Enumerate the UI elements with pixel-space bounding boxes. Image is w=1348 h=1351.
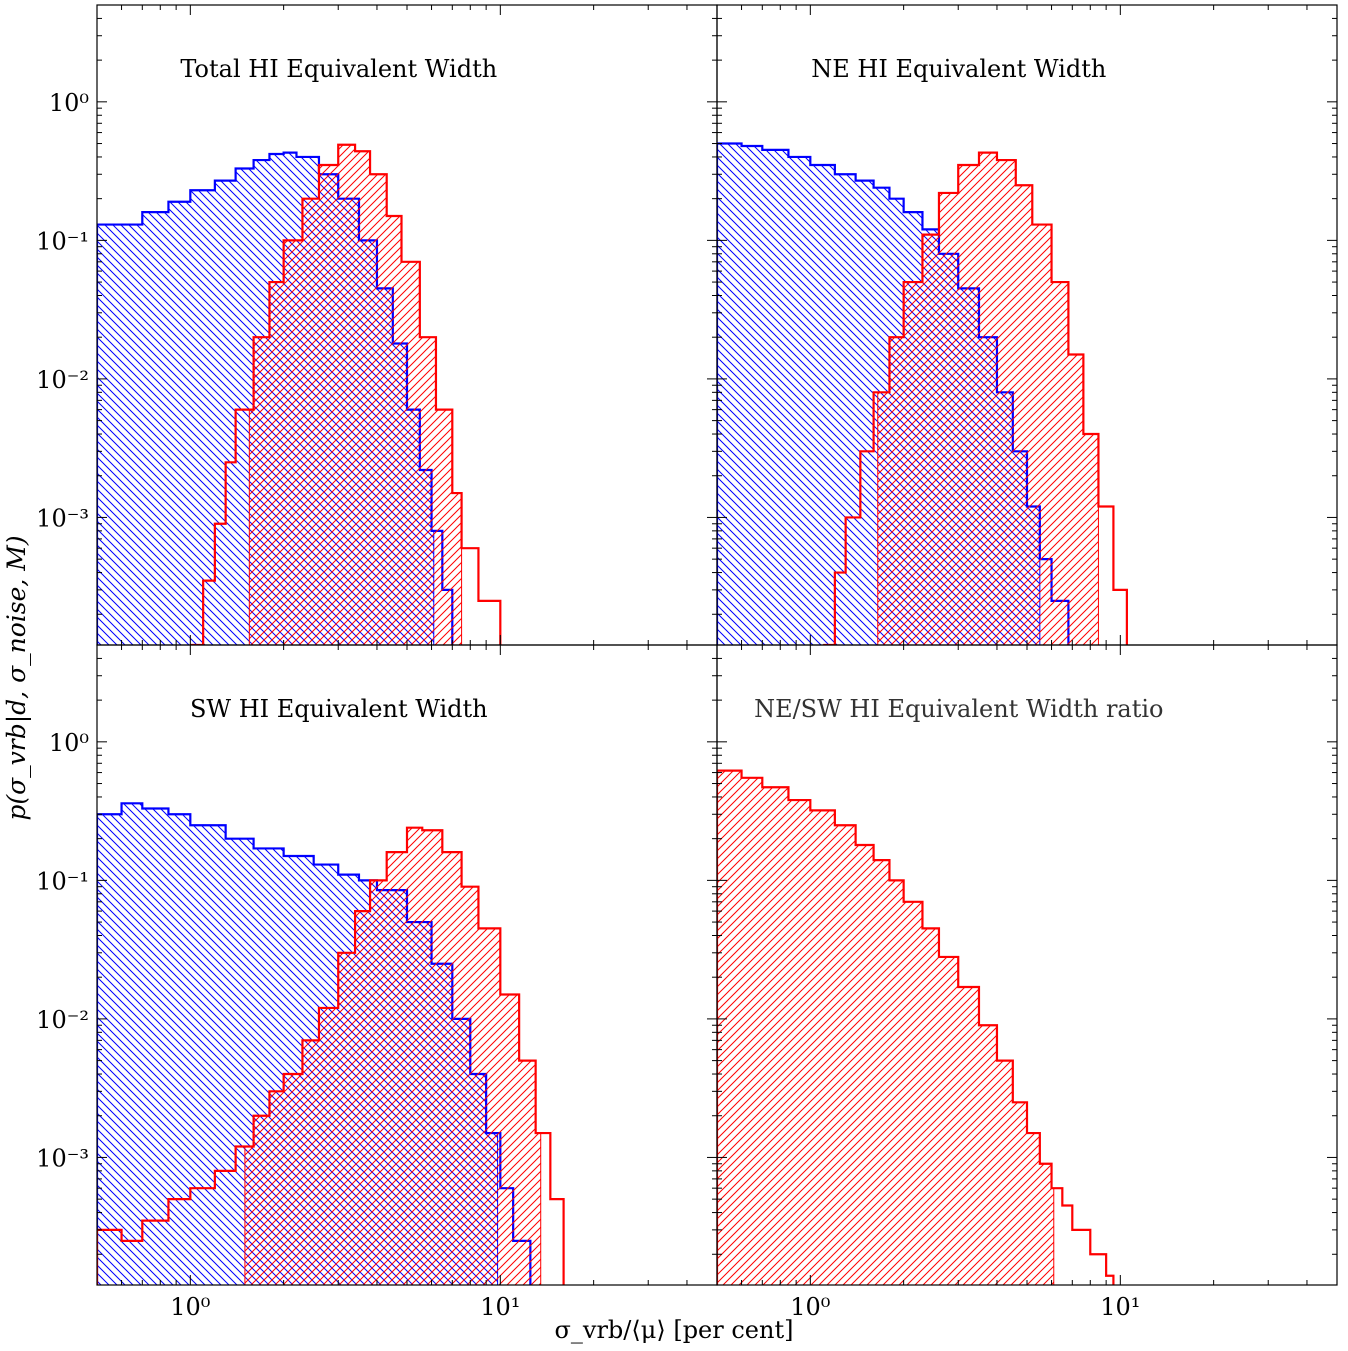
x-tick-label: 10⁰ <box>790 1293 830 1321</box>
series-2-hatch <box>877 152 1099 645</box>
y-tick-label: 10⁻³ <box>36 504 89 532</box>
panel-1: 10⁻³ 10⁻² 10⁻¹ 10⁰ Total HI Equivalent Width <box>36 4 718 646</box>
y-tick-label: 10⁻³ <box>36 1144 89 1172</box>
plot-area <box>97 143 502 645</box>
y-tick-label: 10⁻² <box>36 1006 89 1034</box>
panel-title: NE/SW HI Equivalent Width ratio <box>754 695 1163 723</box>
x-tick-label: 10⁰ <box>170 1293 210 1321</box>
x-tick-label: 10¹ <box>1100 1293 1140 1321</box>
panel-title: NE HI Equivalent Width <box>811 55 1106 83</box>
series-2-hatch <box>249 144 462 645</box>
series-2-line <box>190 143 502 645</box>
plot-area <box>97 802 565 1285</box>
panel-4: 10⁰ 10¹ NE/SW HI Equivalent Width ratio <box>716 644 1338 1321</box>
y-tick-label: 10⁰ <box>49 729 89 757</box>
series-1-line <box>717 769 1115 1285</box>
x-axis-label: σ_vrb/⟨μ⟩ [per cent] <box>554 1316 794 1344</box>
y-tick-label: 10⁰ <box>49 89 89 117</box>
y-tick-label: 10⁻¹ <box>36 867 89 895</box>
panel-2: NE HI Equivalent Width <box>716 4 1338 646</box>
plot-area <box>717 769 1115 1285</box>
series-2-line <box>823 151 1128 645</box>
panel-title: SW HI Equivalent Width <box>190 695 488 723</box>
x-tick-label: 10¹ <box>480 1293 520 1321</box>
y-axis-label: p(σ_vrb|d, σ_noise, M) <box>2 535 31 821</box>
panel-3: 10⁻³ 10⁻² 10⁻¹ 10⁰ 10⁰ 10¹ SW HI Equivalent Wi… <box>36 644 718 1321</box>
plot-area <box>717 142 1128 645</box>
panel-title: Total HI Equivalent Width <box>180 55 497 83</box>
series-2-hatch <box>244 827 541 1285</box>
series-1-hatch <box>717 770 1054 1285</box>
y-tick-label: 10⁻¹ <box>36 227 89 255</box>
series-2-line <box>97 826 565 1285</box>
y-tick-label: 10⁻² <box>36 366 89 394</box>
